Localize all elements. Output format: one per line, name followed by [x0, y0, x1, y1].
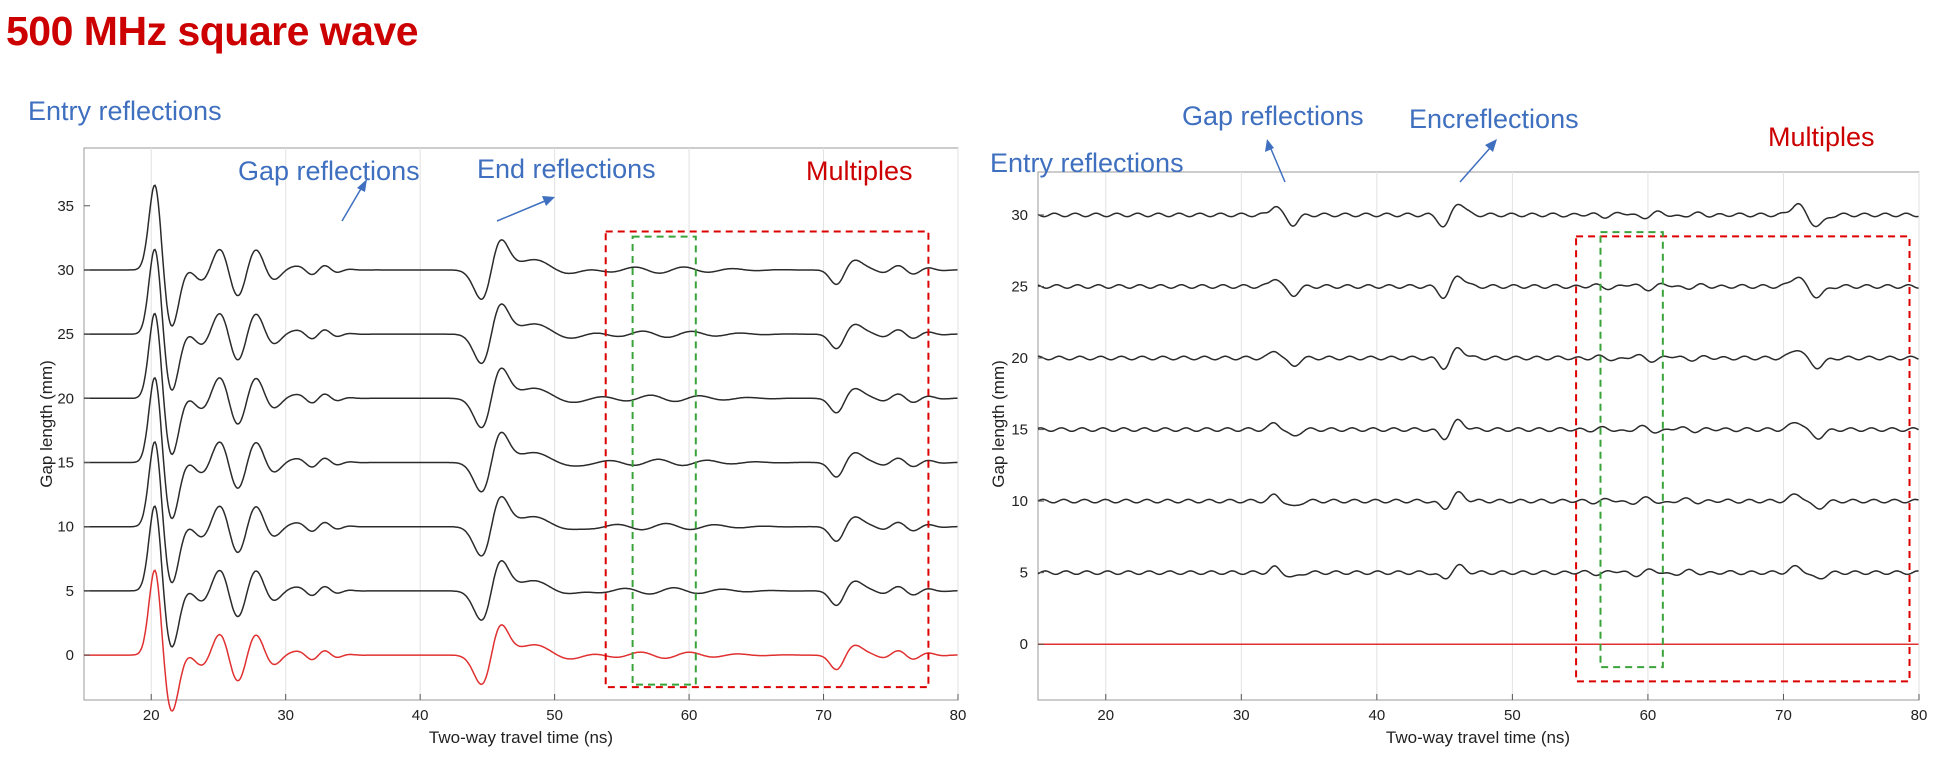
x-tick-label: 70 [815, 707, 832, 724]
left-gap-reflections-label: Gap reflections [238, 156, 420, 186]
reference-trace [84, 569, 958, 712]
right-end-reflections-label: Encreflections [1409, 104, 1579, 134]
x-tick-label: 60 [1640, 707, 1657, 724]
x-tick-label: 60 [681, 707, 698, 724]
left-chart: 20 30 40 50 60 70 80 0 5 10 15 20 25 30 35 Two-way tr… [28, 96, 966, 747]
x-tick-label: 50 [546, 707, 563, 724]
trace [84, 376, 958, 520]
x-tick-label: 30 [277, 707, 294, 724]
x-tick-label: 70 [1775, 707, 1792, 724]
y-tick-label: 15 [1011, 422, 1028, 439]
left-boxes [604, 230, 930, 689]
trace [1037, 202, 1919, 228]
right-boxes [1575, 231, 1911, 683]
trace [84, 505, 958, 648]
y-tick-label: 10 [57, 519, 74, 536]
x-tick-label: 50 [1504, 707, 1521, 724]
trace [1037, 418, 1919, 441]
trace [1037, 490, 1919, 511]
right-x-axis-label: Two-way travel time (ns) [1386, 728, 1570, 747]
trace [84, 440, 958, 584]
y-tick-label: 0 [1020, 636, 1028, 653]
y-tick-label: 5 [66, 583, 74, 600]
right-traces [1037, 202, 1919, 645]
right-multiples-label: Multiples [1768, 122, 1875, 152]
left-gap-arrow [341, 186, 363, 222]
y-tick-label: 5 [1020, 565, 1028, 582]
right-y-axis-label: Gap length (mm) [989, 360, 1008, 488]
window-box [631, 235, 697, 686]
right-end-arrow [1459, 147, 1491, 183]
right-gap-reflections-label: Gap reflections [1182, 101, 1364, 131]
right-x-ticks: 20 30 40 50 60 70 80 [1097, 694, 1927, 724]
trace [1037, 563, 1919, 580]
left-gap-arrowhead [357, 179, 367, 192]
trace [84, 184, 958, 327]
x-tick-label: 80 [1911, 707, 1928, 724]
right-gridlines [1105, 172, 1920, 700]
x-tick-label: 40 [412, 707, 429, 724]
trace [84, 248, 958, 392]
right-gap-arrow [1270, 148, 1286, 183]
left-y-axis-label: Gap length (mm) [37, 360, 56, 488]
left-entry-reflections-label: Entry reflections [28, 96, 222, 126]
right-gap-arrowhead [1265, 139, 1274, 152]
window-box [1599, 231, 1664, 669]
y-tick-label: 35 [57, 198, 74, 215]
y-tick-label: 10 [1011, 493, 1028, 510]
x-tick-label: 40 [1369, 707, 1386, 724]
x-tick-label: 20 [143, 707, 160, 724]
trace [1037, 275, 1919, 300]
right-entry-reflections-label: Entry reflections [990, 148, 1184, 178]
right-y-ticks: 0 5 10 15 20 25 30 [1011, 207, 1044, 653]
left-end-arrow [496, 200, 546, 222]
left-end-reflections-label: End reflections [477, 154, 656, 184]
y-tick-label: 20 [57, 390, 74, 407]
multiples-box [604, 230, 930, 689]
y-tick-label: 15 [57, 455, 74, 472]
x-tick-label: 20 [1097, 707, 1114, 724]
y-tick-label: 0 [66, 647, 74, 664]
trace [1038, 346, 1919, 371]
page-title: 500 MHz square wave [6, 8, 419, 54]
left-x-axis-label: Two-way travel time (ns) [429, 728, 613, 747]
right-plot-frame [1037, 171, 1920, 701]
left-gridlines [150, 148, 959, 700]
y-tick-label: 20 [1011, 350, 1028, 367]
left-traces [84, 184, 958, 712]
x-tick-label: 80 [950, 707, 967, 724]
left-x-ticks: 20 30 40 50 60 70 80 [143, 694, 966, 724]
left-multiples-label: Multiples [806, 156, 913, 186]
trace [84, 312, 958, 456]
y-tick-label: 30 [1011, 207, 1028, 224]
right-end-arrowhead [1485, 139, 1497, 152]
multiples-box [1575, 235, 1911, 683]
left-y-ticks: 0 5 10 15 20 25 30 35 [57, 198, 90, 664]
x-tick-label: 30 [1233, 707, 1250, 724]
right-chart: 20 30 40 50 60 70 80 0 5 10 15 20 25 30 Two-way trav… [989, 101, 1927, 747]
y-tick-label: 30 [57, 262, 74, 279]
y-tick-label: 25 [1011, 278, 1028, 295]
y-tick-label: 25 [57, 326, 74, 343]
left-end-arrowhead [542, 196, 555, 206]
